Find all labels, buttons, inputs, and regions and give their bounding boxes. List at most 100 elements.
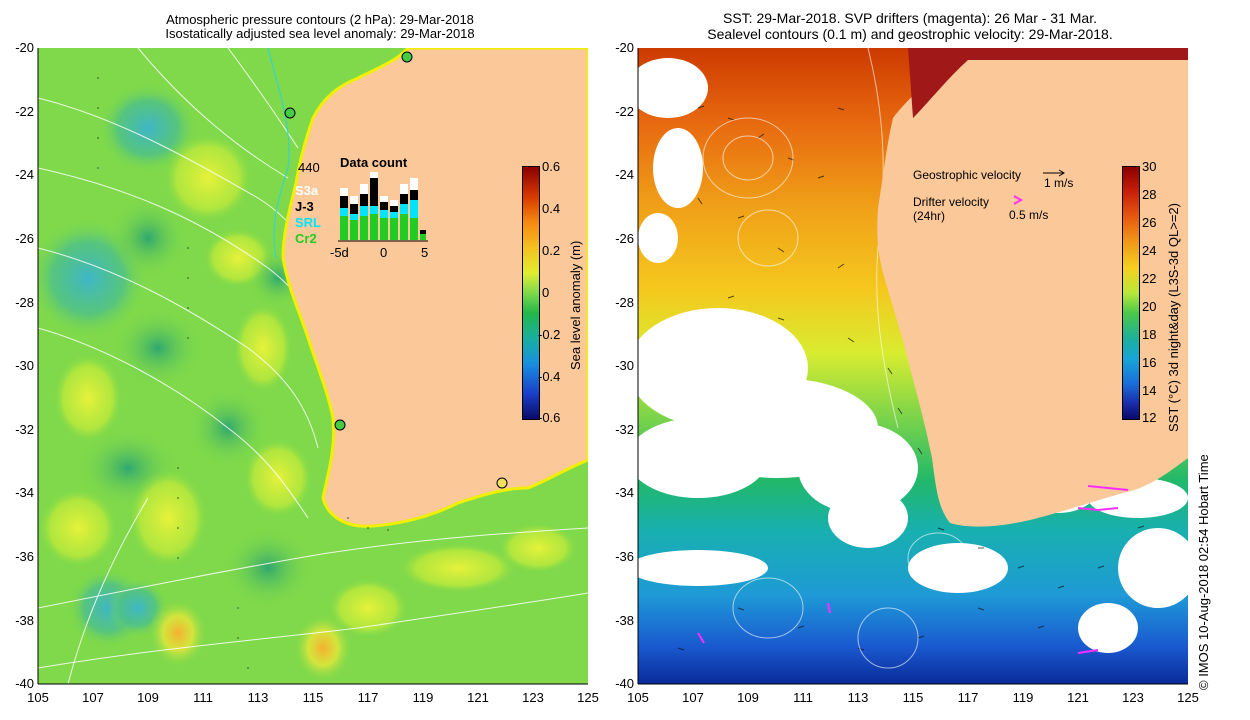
sst-cb-tick-0: 30 xyxy=(1142,159,1157,174)
left-xtick: 119 xyxy=(412,690,434,705)
legend-j3: J-3 xyxy=(295,199,314,214)
sla-colorbar-label: Sea level anomaly (m) xyxy=(568,240,583,370)
left-ytick: -36 xyxy=(15,549,34,564)
sla-cb-tick-5: -0.4 xyxy=(538,369,561,384)
right-title-line1: SST: 29-Mar-2018. SVP drifters (magenta)… xyxy=(722,10,1097,26)
sla-cb-tick-6: -0.6 xyxy=(538,410,561,425)
drifter-arrow-icon xyxy=(1013,195,1024,205)
left-ytick: -40 xyxy=(15,676,34,691)
right-title-line2: Sealevel contours (0.1 m) and geostrophi… xyxy=(707,26,1113,42)
right-xtick: 117 xyxy=(957,690,979,705)
geostrophic-scale: 1 m/s xyxy=(1044,176,1074,190)
sla-cb-tick-3: 0 xyxy=(542,285,550,300)
right-ytick: -26 xyxy=(615,231,634,246)
right-ytick: -34 xyxy=(615,485,634,500)
sla-cb-tick-1: 0.4 xyxy=(542,201,561,216)
sst-cb-tick-6: 18 xyxy=(1142,327,1157,342)
right-xtick: 115 xyxy=(902,690,924,705)
tide-gauges xyxy=(284,51,508,489)
geostrophic-vectors xyxy=(677,105,1145,651)
left-land xyxy=(281,48,588,528)
sst-cb-tick-9: 12 xyxy=(1142,410,1157,425)
sla-cb-tick-2: 0.2 xyxy=(542,243,561,258)
right-ytick: -22 xyxy=(615,104,634,119)
left-xtick: 105 xyxy=(27,690,49,705)
right-land xyxy=(877,60,1188,527)
data-count-bars xyxy=(340,172,426,240)
left-xtick: 121 xyxy=(467,690,489,705)
right-xtick: 123 xyxy=(1122,690,1144,705)
right-ytick: -20 xyxy=(615,40,634,55)
left-xtick: 113 xyxy=(247,690,269,705)
drifter-tracks xyxy=(697,485,1129,654)
right-xtick: 107 xyxy=(682,690,704,705)
right-ytick: -32 xyxy=(615,422,634,437)
left-xtick: 117 xyxy=(357,690,379,705)
coast-contour xyxy=(267,48,290,259)
nw-warm-land xyxy=(908,48,1188,118)
altimetry-tracks xyxy=(97,77,389,669)
left-title-line1: Atmospheric pressure contours (2 hPa): 2… xyxy=(166,12,474,27)
right-ytick: -28 xyxy=(615,295,634,310)
left-xtick: 125 xyxy=(577,690,599,705)
left-ytick: -22 xyxy=(15,104,34,119)
right-xtick: 125 xyxy=(1177,690,1199,705)
right-xtick: 121 xyxy=(1067,690,1089,705)
drifter-scale: 0.5 m/s xyxy=(1009,208,1049,222)
drifter-velocity-sublabel: (24hr) xyxy=(913,209,946,223)
right-ytick: -38 xyxy=(615,613,634,628)
legend-s3a: S3a xyxy=(295,183,319,198)
sst-cb-tick-2: 26 xyxy=(1142,215,1157,230)
left-ytick: -28 xyxy=(15,295,34,310)
sst-cb-tick-4: 22 xyxy=(1142,271,1157,286)
sst-map[interactable] xyxy=(638,48,1188,684)
left-ytick: -32 xyxy=(15,422,34,437)
data-count-chart xyxy=(338,172,428,242)
sst-colorbar-label: SST (°C) 3d night&day (L3S-3d QL>=2) xyxy=(1166,203,1181,432)
sla-cb-tick-4: -0.2 xyxy=(538,327,561,342)
left-ytick: -20 xyxy=(15,40,34,55)
data-count-tick-5: 5 xyxy=(421,245,429,260)
sla-map[interactable] xyxy=(38,48,588,684)
right-xtick: 113 xyxy=(847,690,869,705)
left-xtick: 115 xyxy=(302,690,324,705)
sst-map-canvas xyxy=(638,48,1188,684)
sealevel-contours xyxy=(702,48,969,669)
sla-cb-tick-0: 0.6 xyxy=(542,159,561,174)
left-xtick: 123 xyxy=(522,690,544,705)
left-xtick: 107 xyxy=(82,690,104,705)
left-ytick: -24 xyxy=(15,167,34,182)
right-ytick: -36 xyxy=(615,549,634,564)
right-xtick: 109 xyxy=(737,690,759,705)
left-title-line2: Isostatically adjusted sea level anomaly… xyxy=(165,26,475,41)
right-ytick: -24 xyxy=(615,167,634,182)
geostrophic-arrow-icon xyxy=(1043,169,1065,177)
legend-srl: SRL xyxy=(295,215,321,230)
data-count-title: Data count xyxy=(340,155,408,170)
right-xtick: 111 xyxy=(793,690,813,705)
left-ytick: -26 xyxy=(15,231,34,246)
pressure-contours xyxy=(38,48,588,684)
sst-cb-tick-3: 24 xyxy=(1142,243,1157,258)
data-count-max: 440 xyxy=(298,160,320,175)
data-count-tick-0: 0 xyxy=(380,245,388,260)
left-ytick: -38 xyxy=(15,613,34,628)
drifter-velocity-label: Drifter velocity xyxy=(913,195,990,209)
geostrophic-velocity-label: Geostrophic velocity xyxy=(913,168,1022,182)
right-xtick: 105 xyxy=(627,690,649,705)
left-ytick: -30 xyxy=(15,358,34,373)
data-count-tick-minus5: -5d xyxy=(330,245,349,260)
imos-credit: © IMOS 10-Aug-2018 02:54 Hobart Time xyxy=(1196,454,1211,690)
sla-blobs xyxy=(38,83,578,683)
sst-cb-tick-8: 14 xyxy=(1142,383,1157,398)
sla-map-canvas xyxy=(38,48,588,684)
sst-cb-tick-5: 20 xyxy=(1142,299,1157,314)
right-ytick: -30 xyxy=(615,358,634,373)
right-xtick: 119 xyxy=(1012,690,1034,705)
sla-colorbar xyxy=(522,166,540,420)
sst-colorbar xyxy=(1122,166,1140,420)
left-xtick: 111 xyxy=(193,690,213,705)
left-ytick: -34 xyxy=(15,485,34,500)
legend-cr2: Cr2 xyxy=(295,231,317,246)
right-ytick: -40 xyxy=(615,676,634,691)
